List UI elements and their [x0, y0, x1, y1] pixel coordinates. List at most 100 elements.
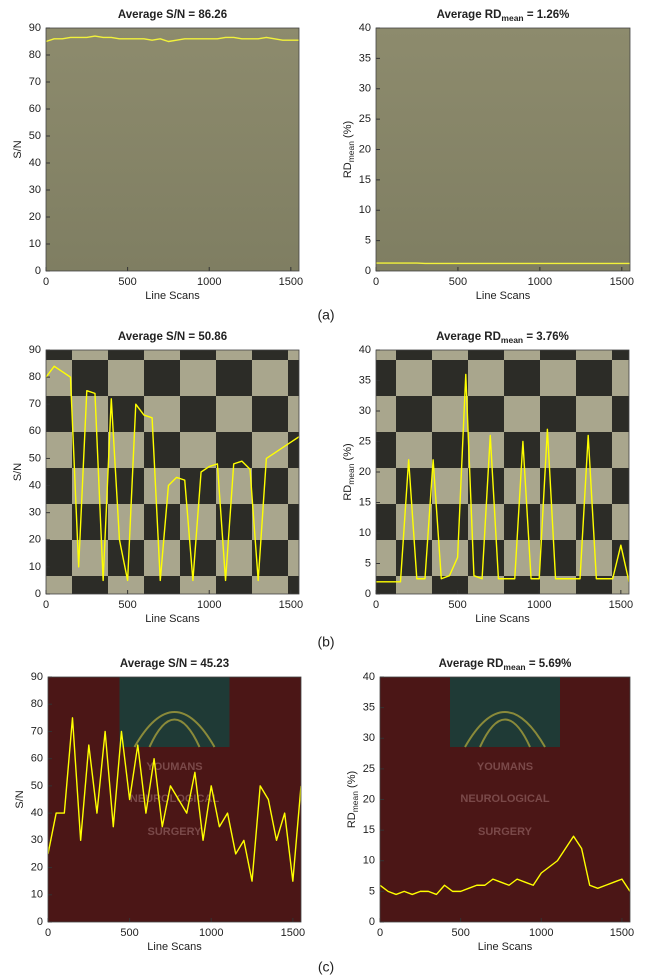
x-tick-label: 1000: [527, 599, 551, 611]
y-tick-label: 40: [359, 22, 371, 34]
x-tick-label: 500: [118, 276, 136, 288]
panel-label: (c): [318, 959, 334, 975]
x-tick-label: 500: [448, 599, 466, 611]
x-axis-label: Line Scans: [476, 290, 531, 302]
y-axis-label-part: (%): [342, 443, 354, 463]
background-image: YOUMANS NEUROLOGICAL SURGERY: [380, 677, 630, 922]
y-tick-label: 20: [29, 534, 41, 546]
image-text: YOUMANS: [146, 761, 202, 773]
chart-title-part: Average RD: [439, 658, 504, 670]
background-image: [46, 350, 299, 594]
y-tick-label: 5: [365, 235, 371, 247]
y-tick-label: 20: [359, 466, 371, 478]
plot: [376, 373, 629, 583]
y-tick-label: 40: [29, 479, 41, 491]
y-tick-label: 35: [359, 52, 371, 64]
y-tick-label: 10: [29, 561, 41, 573]
x-tick-label: 500: [449, 276, 467, 288]
y-tick-label: 70: [31, 725, 43, 737]
y-tick-label: 30: [359, 83, 371, 95]
x-tick-label: 500: [118, 599, 136, 611]
y-tick-label: 60: [29, 103, 41, 115]
chart-title-part: mean: [501, 13, 523, 23]
y-axis-label: RDmean (%): [342, 121, 356, 178]
y-tick-label: 40: [31, 807, 43, 819]
y-tick-label: 0: [365, 588, 371, 600]
y-tick-label: 80: [31, 698, 43, 710]
y-tick-label: 70: [29, 76, 41, 88]
y-tick-label: 25: [363, 763, 375, 775]
y-tick-label: 50: [29, 452, 41, 464]
x-tick-label: 1500: [609, 599, 633, 611]
chart-title-part: = 5.69%: [526, 658, 572, 670]
y-tick-label: 0: [365, 265, 371, 277]
y-tick-label: 10: [31, 889, 43, 901]
y-axis-label-part: (%): [346, 771, 358, 791]
chart: 0 10 20 30 40 50 60 70 80 90 0 500 1000 1500 Average S…: [12, 331, 303, 625]
x-tick-label: 1000: [529, 927, 553, 939]
y-axis-label: S/N: [12, 463, 24, 481]
background-image: YOUMANS NEUROLOGICAL SURGERY: [48, 677, 301, 922]
image-text: SURGERY: [148, 826, 203, 838]
background: [46, 28, 299, 271]
chart-title-part: = 1.26%: [524, 9, 570, 21]
x-tick-label: 1000: [197, 599, 221, 611]
y-tick-label: 35: [359, 374, 371, 386]
background-image: [46, 28, 299, 271]
y-tick-label: 10: [363, 855, 375, 867]
y-tick-label: 0: [35, 588, 41, 600]
background: [46, 350, 299, 594]
y-axis-label-part: RD: [342, 485, 354, 501]
y-tick-label: 20: [29, 211, 41, 223]
y-tick-label: 20: [31, 861, 43, 873]
x-axis-label: Line Scans: [145, 613, 200, 625]
background: [376, 350, 629, 594]
chart: YOUMANS NEUROLOGICAL SURGERY 0 10 20 30 40 50 60 7…: [14, 658, 305, 953]
axes-frame: [379, 676, 631, 923]
image-text: SURGERY: [478, 826, 533, 838]
y-tick-label: 30: [29, 184, 41, 196]
y-tick-label: 80: [29, 371, 41, 383]
x-tick-label: 1500: [281, 927, 305, 939]
axes-frame: [375, 349, 630, 595]
book-art-lines: [133, 711, 216, 748]
axes-frame: [47, 676, 302, 923]
y-tick-label: 50: [31, 780, 43, 792]
background: [376, 28, 630, 271]
chart-title: Average S/N = 50.86: [118, 331, 227, 343]
chart-title: Average RDmean = 1.26%: [437, 9, 570, 23]
y-axis-label-part: mean: [346, 141, 356, 163]
chart: YOUMANS NEUROLOGICAL SURGERY 0 5 10 15 20 25 30 35…: [346, 658, 634, 953]
panel-label: (a): [317, 307, 334, 323]
chart-title-part: Average RD: [436, 331, 501, 343]
y-axis-label-part: mean: [350, 791, 360, 813]
data-line: [380, 835, 630, 896]
y-tick-label: 0: [37, 916, 43, 928]
y-tick-label: 35: [363, 702, 375, 714]
chart-title-part: Average RD: [437, 9, 502, 21]
x-tick-label: 1500: [610, 927, 634, 939]
panel-label: (b): [317, 634, 334, 650]
background-image: [376, 350, 629, 594]
x-tick-label: 0: [43, 276, 49, 288]
y-tick-label: 90: [31, 671, 43, 683]
data-line: [46, 365, 299, 582]
image-text: NEUROLOGICAL: [460, 793, 550, 805]
y-axis-label-part: mean: [346, 463, 356, 485]
x-tick-label: 0: [45, 927, 51, 939]
y-tick-label: 60: [29, 425, 41, 437]
x-tick-label: 1000: [528, 276, 552, 288]
chart-title-part: mean: [503, 662, 525, 672]
chart-title-part: = 3.76%: [523, 331, 569, 343]
x-tick-label: 0: [43, 599, 49, 611]
data-line: [46, 35, 299, 43]
x-tick-label: 0: [373, 599, 379, 611]
x-tick-label: 500: [451, 927, 469, 939]
axes-frame: [45, 349, 300, 595]
y-axis-label: RDmean (%): [346, 771, 360, 828]
y-tick-label: 0: [35, 265, 41, 277]
x-axis-label: Line Scans: [478, 941, 533, 953]
y-tick-label: 10: [29, 238, 41, 250]
